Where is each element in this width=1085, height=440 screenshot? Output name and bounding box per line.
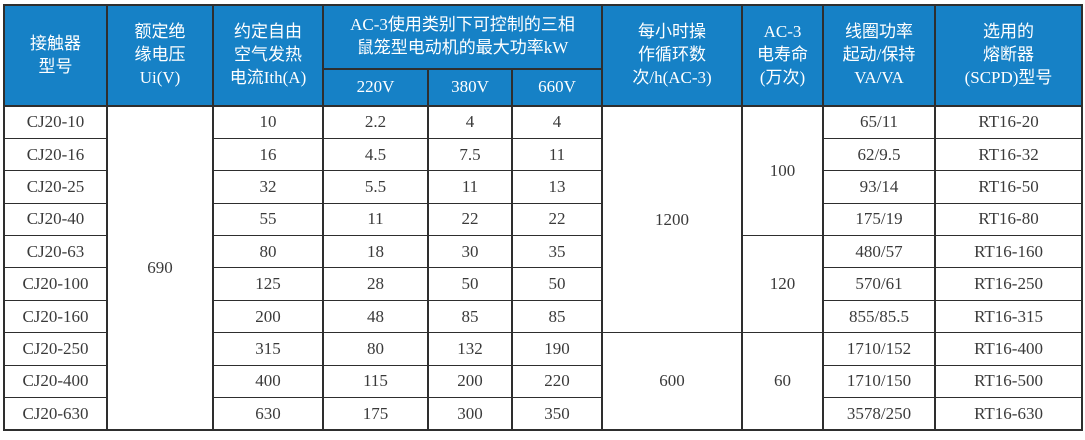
cell-life-merged: 120 [741,235,825,334]
cell-660v: 13 [510,170,604,204]
cell-ith: 400 [212,364,324,399]
cell-fuse: RT16-630 [934,397,1084,431]
cell-220v: 4.5 [322,137,429,172]
cell-660v: 220 [510,364,604,399]
header-coil-power: 线圈功率 起动/保持 VA/VA [822,4,937,107]
cell-660v: 85 [510,299,604,334]
cell-cycles-merged: 600 [601,332,744,431]
cell-coil: 855/85.5 [822,299,937,334]
cell-220v: 18 [322,235,429,269]
cell-model: CJ20-100 [3,267,108,301]
cell-model: CJ20-400 [3,364,108,399]
table-row: CJ20-630 630 175 300 350 3578/250 RT16-6… [3,397,1084,431]
header-660v: 660V [510,68,604,107]
header-row-2: 220V 380V 660V [4,68,1082,107]
cell-coil: 62/9.5 [822,137,937,172]
cell-380v: 4 [427,105,513,139]
cell-coil: 93/14 [822,170,937,204]
cell-660v: 11 [510,137,604,172]
table-row: CJ20-400 400 115 200 220 1710/150 RT16-5… [3,364,1084,399]
cell-380v: 7.5 [427,137,513,172]
cell-model: CJ20-40 [3,202,108,237]
cell-380v: 50 [427,267,513,301]
cell-life-merged: 100 [741,105,825,237]
cell-fuse: RT16-400 [934,332,1084,366]
cell-ith: 80 [212,235,324,269]
cell-model: CJ20-630 [3,397,108,431]
cell-220v: 115 [322,364,429,399]
cell-ith: 315 [212,332,324,366]
cell-coil: 480/57 [822,235,937,269]
cell-ith: 16 [212,137,324,172]
cell-660v: 35 [510,235,604,269]
table-row: CJ20-250 315 80 132 190 600 60 1710/152 … [3,332,1084,431]
header-row-1: 接触器 型号 额定绝 缘电压 Ui(V) 约定自由 空气发热 电流Ith(A) … [3,4,1084,107]
cell-660v: 22 [510,202,604,237]
table-row: CJ20-40 55 11 22 22 175/19 RT16-80 [3,202,1084,237]
cell-fuse: RT16-315 [934,299,1084,334]
cell-660v: 50 [510,267,604,301]
cell-cycles-merged: 1200 [601,105,744,334]
header-380v: 380V [427,68,513,107]
cell-ith: 55 [212,202,324,237]
table-row: CJ20-25 32 5.5 11 13 93/14 RT16-50 [3,170,1084,204]
cell-fuse: RT16-80 [934,202,1084,237]
header-thermal-current: 约定自由 空气发热 电流Ith(A) [212,4,324,107]
contactor-spec-table: 接触器 型号 额定绝 缘电压 Ui(V) 约定自由 空气发热 电流Ith(A) … [3,4,1084,431]
cell-380v: 85 [427,299,513,334]
cell-ith: 200 [212,299,324,334]
cell-ith: 32 [212,170,324,204]
cell-coil: 3578/250 [822,397,937,431]
cell-fuse: RT16-250 [934,267,1084,301]
cell-model: CJ20-160 [3,299,108,334]
cell-fuse: RT16-160 [934,235,1084,269]
cell-model: CJ20-63 [3,235,108,269]
header-220v: 220V [322,68,429,107]
cell-fuse: RT16-32 [934,137,1084,172]
cell-model: CJ20-25 [3,170,108,204]
table-row: CJ20-100 125 28 50 50 570/61 RT16-250 [3,267,1084,301]
cell-model: CJ20-250 [3,332,108,366]
header-fuse-model: 选用的 熔断器 (SCPD)型号 [934,4,1084,107]
header-insulation-voltage: 额定绝 缘电压 Ui(V) [106,4,214,107]
table-row: CJ20-16 16 4.5 7.5 11 62/9.5 RT16-32 [3,137,1084,172]
cell-ith: 10 [212,105,324,139]
cell-220v: 175 [322,397,429,431]
cell-fuse: RT16-20 [934,105,1084,139]
cell-220v: 11 [322,202,429,237]
cell-model: CJ20-16 [3,137,108,172]
cell-660v: 190 [510,332,604,366]
cell-model: CJ20-10 [3,105,108,139]
cell-ith: 630 [212,397,324,431]
cell-380v: 11 [427,170,513,204]
cell-ui-merged: 690 [106,105,214,431]
cell-380v: 30 [427,235,513,269]
cell-ith: 125 [212,267,324,301]
cell-coil: 65/11 [822,105,937,139]
cell-coil: 1710/150 [822,364,937,399]
cell-220v: 2.2 [322,105,429,139]
cell-220v: 48 [322,299,429,334]
cell-coil: 570/61 [822,267,937,301]
header-ac3-max-power: AC-3使用类别下可控制的三相 鼠笼型电动机的最大功率kW [321,4,604,70]
cell-380v: 300 [427,397,513,431]
header-cycles-per-hour: 每小时操 作循环数 次/h(AC-3) [601,4,744,107]
cell-fuse: RT16-500 [934,364,1084,399]
header-model: 接触器 型号 [3,4,108,107]
cell-380v: 132 [427,332,513,366]
cell-380v: 22 [427,202,513,237]
cell-660v: 350 [510,397,604,431]
cell-220v: 5.5 [322,170,429,204]
cell-380v: 200 [427,364,513,399]
header-electrical-life: AC-3 电寿命 (万次) [741,4,825,107]
table-row: CJ20-10 690 10 2.2 4 4 1200 100 65/11 RT… [3,105,1084,431]
cell-660v: 4 [510,105,604,139]
cell-coil: 1710/152 [822,332,937,366]
cell-220v: 28 [322,267,429,301]
cell-coil: 175/19 [822,202,937,237]
cell-life-merged: 60 [741,332,825,431]
cell-fuse: RT16-50 [934,170,1084,204]
cell-220v: 80 [322,332,429,366]
